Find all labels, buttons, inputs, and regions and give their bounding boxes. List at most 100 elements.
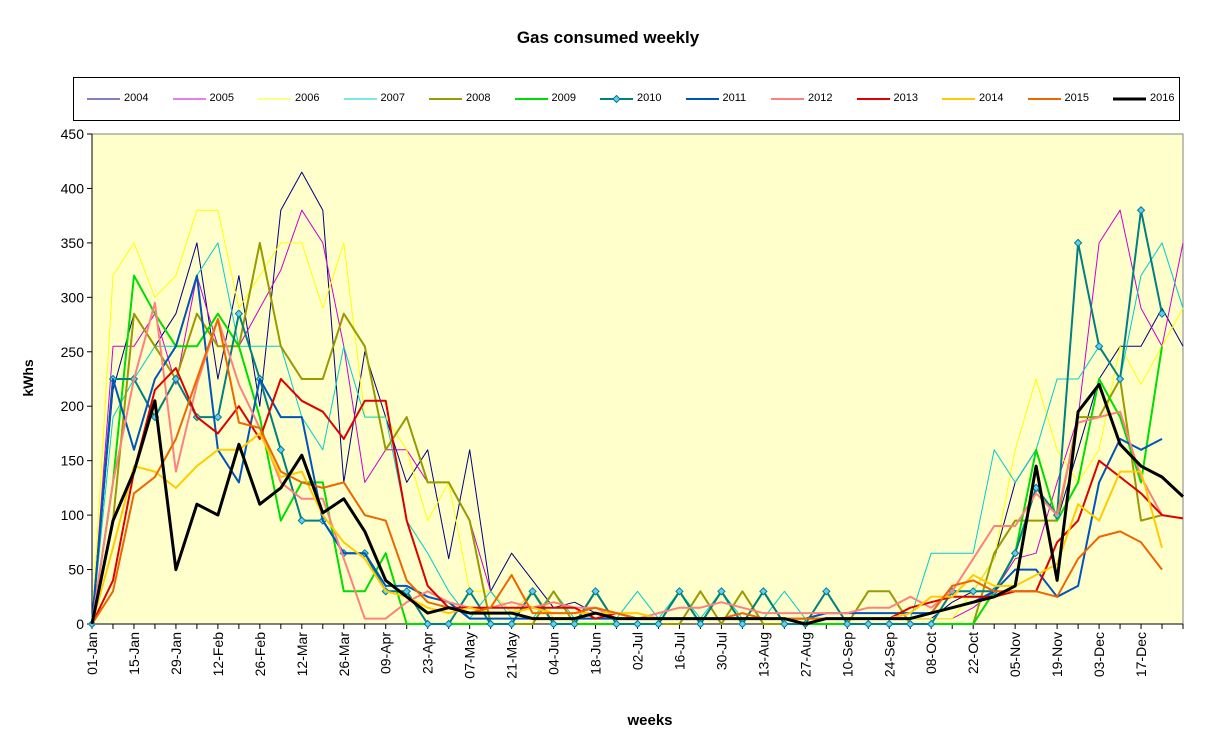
legend-label: 2013: [893, 92, 918, 104]
legend-swatch: [172, 98, 206, 100]
legend-swatch: [1113, 97, 1146, 101]
series-point-2010: [171, 374, 181, 384]
series-point-2010: [234, 309, 244, 318]
series-point-2010: [507, 619, 516, 629]
series-point-2010: [906, 619, 915, 629]
chart-title: Gas consumed weekly: [516, 28, 700, 47]
series-point-2010: [1010, 549, 1020, 558]
legend-label: 2006: [295, 92, 320, 104]
series-point-2010: [780, 619, 789, 629]
legend-swatch: [600, 94, 633, 104]
series-point-2010: [486, 619, 495, 629]
y-tick-label: 300: [61, 289, 85, 305]
series-point-2010: [402, 587, 411, 596]
series-point-2010: [968, 587, 978, 596]
legend-swatch-marker: [612, 94, 621, 104]
series-line-2014: [91, 432, 1163, 625]
series-point-2010: [591, 587, 600, 596]
series-point-2010: [444, 619, 453, 629]
series-point-2010: [423, 619, 432, 629]
x-axis-label: weeks: [627, 712, 673, 729]
legend-swatch: [771, 98, 804, 100]
legend-swatch: [514, 98, 548, 100]
x-tick-label: 02-Jul: [630, 632, 646, 670]
series-point-2010: [675, 587, 684, 596]
legend-swatch: [343, 98, 377, 100]
x-tick-label: 01-Jan: [84, 632, 100, 675]
x-tick-label: 21-May: [504, 632, 520, 679]
x-tick-label: 29-Jan: [168, 632, 184, 675]
y-tick-label: 450: [61, 126, 85, 142]
x-tick-label: 27-Aug: [797, 632, 813, 677]
x-tick-label: 18-Jun: [588, 632, 604, 675]
legend-swatch: [685, 98, 719, 100]
legend-label: 2007: [380, 92, 405, 104]
legend-label: 2015: [1064, 92, 1089, 104]
series-point-2010: [717, 587, 726, 596]
x-tick-label: 05-Nov: [1007, 632, 1023, 677]
legend-label: 2009: [551, 92, 576, 104]
x-tick-label: 12-Mar: [294, 632, 310, 677]
series-point-2010: [822, 587, 831, 596]
series-point-2010: [1094, 342, 1104, 351]
legend-swatch: [856, 98, 890, 100]
series-point-2010: [843, 619, 852, 629]
x-tick-label: 09-Apr: [378, 632, 394, 674]
x-tick-label: 26-Mar: [336, 632, 352, 677]
y-tick-label: 0: [76, 616, 84, 632]
chart-legend: 2004 2005 2006 2007 2008 2009 2010 2011 2012 2013…: [73, 77, 1180, 121]
series-line-2016: [90, 382, 1185, 626]
legend-label: 2010: [637, 92, 662, 104]
series-point-2010: [1073, 238, 1083, 248]
legend-swatch: [942, 98, 975, 100]
series-point-2010: [570, 619, 579, 629]
series-point-2010: [654, 619, 663, 629]
x-tick-label: 12-Feb: [210, 632, 226, 677]
series-point-2010: [696, 619, 705, 629]
x-tick-label: 10-Sep: [839, 632, 855, 677]
series-point-2010: [738, 619, 747, 629]
series-line-2007: [91, 242, 1184, 625]
y-tick-label: 350: [61, 235, 85, 251]
y-tick-label: 400: [61, 180, 85, 196]
x-tick-label: 24-Sep: [881, 632, 897, 677]
series-point-2010: [633, 619, 642, 629]
series-line-2015: [91, 318, 1163, 625]
legend-swatch: [87, 98, 120, 100]
x-tick-label: 30-Jul: [713, 632, 729, 670]
series-point-2010: [927, 619, 936, 629]
series-point-2010: [213, 412, 223, 422]
legend-label: 2008: [466, 92, 491, 104]
legend-swatch: [429, 98, 462, 100]
legend-label: 2014: [979, 92, 1004, 104]
y-tick-label: 150: [61, 453, 85, 469]
x-tick-label: 19-Nov: [1049, 632, 1065, 677]
x-tick-label: 22-Oct: [965, 632, 981, 674]
legend-label: 2005: [209, 92, 234, 104]
series-line-2010: [91, 209, 1163, 625]
x-tick-label: 23-Apr: [420, 632, 436, 674]
y-tick-label: 100: [61, 507, 85, 523]
x-tick-label: 15-Jan: [126, 632, 142, 675]
series-point-2010: [1136, 206, 1146, 215]
x-tick-label: 08-Oct: [923, 632, 939, 674]
series-point-2010: [885, 619, 894, 629]
x-tick-label: 07-May: [462, 632, 478, 679]
legend-swatch: [1027, 98, 1061, 100]
legend-label: 2004: [124, 92, 149, 104]
series-point-2010: [276, 445, 286, 454]
series-point-2010: [528, 587, 537, 596]
x-tick-label: 26-Feb: [252, 632, 268, 677]
legend-label: 2012: [808, 92, 833, 104]
x-tick-label: 16-Jul: [671, 632, 687, 670]
legend-label: 2016: [1150, 92, 1175, 104]
x-tick-label: 03-Dec: [1091, 632, 1107, 677]
legend-label: 2011: [722, 92, 747, 104]
y-tick-label: 250: [61, 344, 85, 360]
legend-swatch: [258, 98, 291, 100]
x-tick-label: 13-Aug: [755, 632, 771, 677]
series-point-2010: [297, 516, 307, 525]
x-tick-label: 04-Jun: [546, 632, 562, 675]
y-tick-label: 50: [68, 562, 84, 578]
